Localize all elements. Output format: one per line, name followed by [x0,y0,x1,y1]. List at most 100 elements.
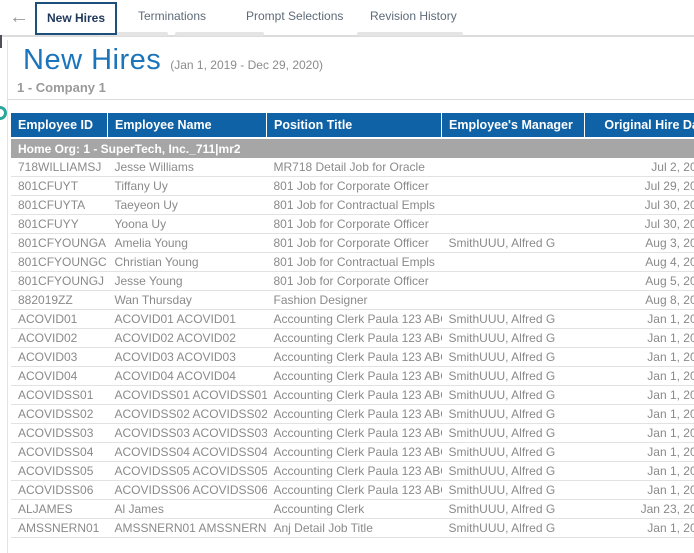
company-label: 1 - Company 1 [17,80,106,95]
tab-terminations[interactable]: Terminations [138,9,207,23]
table-cell: ACOVIDSS03 ACOVIDSS03 [107,423,267,443]
table-cell [441,271,585,291]
table-cell: Accounting Clerk [266,499,442,519]
tab-underline [175,32,264,36]
table-row: ALJAMES Al James Accounting Clerk SmithUUU,… [11,499,694,519]
table-cell: SmithUUU, Alfred G [441,518,585,538]
table-cell: Jan 1, 2019 [584,366,694,386]
table-row: ACOVID01 ACOVID01 ACOVID01 Accounting Cler… [11,309,694,329]
table-cell: Jan 1, 2019 [584,385,694,405]
table-cell: 801 Job for Corporate Officer [266,214,442,234]
table-row: 882019ZZ Wan Thursday Fashion Designer Aug … [11,290,694,310]
table-cell: Jul 29, 2020 [584,176,694,196]
table-cell: SmithUUU, Alfred G [441,233,585,253]
new-hires-table: Employee ID Employee Name Position Title Em… [11,113,694,538]
table-cell: SmithUUU, Alfred G [441,328,585,348]
table-cell: Al James [107,499,267,519]
table-cell: ACOVIDSS02 ACOVIDSS02 [107,404,267,424]
table-row: ACOVID03 ACOVID03 ACOVID03 Accounting Cler… [11,347,694,367]
table-cell: ACOVID04 [11,366,108,386]
table-cell: ALJAMES [11,499,108,519]
table-cell: SmithUUU, Alfred G [441,442,585,462]
table-cell: 801 Job for Corporate Officer [266,176,442,196]
table-cell: 882019ZZ [11,290,108,310]
tab-prompt-selections[interactable]: Prompt Selections [246,9,344,23]
table-cell: SmithUUU, Alfred G [441,309,585,329]
table-cell: Jan 1, 2019 [584,518,694,538]
table-cell [441,158,585,177]
table-row: ACOVIDSS06 ACOVIDSS06 ACOVIDSS06 Accountin… [11,480,694,500]
table-cell: Accounting Clerk Paula 123 ABC [266,442,442,462]
table-cell: ACOVIDSS01 [11,385,108,405]
tab-revision-history[interactable]: Revision History [370,9,457,23]
table-cell: AMSSNERN01 AMSSNERN01 [107,518,267,538]
table-cell: MR718 Detail Job for Oracle [266,158,442,177]
table-cell [441,290,585,310]
table-cell: SmithUUU, Alfred G [441,461,585,481]
table-cell: Jan 23, 2020 [584,499,694,519]
header-divider [7,99,694,100]
table-cell: Taeyeon Uy [107,195,267,215]
table-cell: 801CFUYY [11,214,108,234]
column-header-employee-s-manager[interactable]: Employee's Manager [441,113,585,138]
table-cell [441,176,585,196]
table-cell: Jul 2, 2020 [584,158,694,177]
table-cell: Jan 1, 2019 [584,404,694,424]
table-cell: ACOVIDSS04 ACOVIDSS04 [107,442,267,462]
table-cell: Aug 3, 2020 [584,233,694,253]
page-title: New Hires [23,44,162,76]
group-header-row: Home Org: 1 - SuperTech, Inc._711|mr2 [11,137,694,158]
table-cell: Jul 30, 2020 [584,214,694,234]
table-row: ACOVIDSS02 ACOVIDSS02 ACOVIDSS02 Accountin… [11,404,694,424]
column-header-original-hire-date[interactable]: Original Hire Date [584,113,694,138]
table-cell: ACOVIDSS02 [11,404,108,424]
table-cell: Tiffany Uy [107,176,267,196]
table-row: ACOVIDSS05 ACOVIDSS05 ACOVIDSS05 Accountin… [11,461,694,481]
table-cell: 801CFYOUNGJ [11,271,108,291]
column-header-employee-name[interactable]: Employee Name [107,113,267,138]
table-cell: ACOVIDSS06 ACOVIDSS06 [107,480,267,500]
table-cell: Accounting Clerk Paula 123 ABC [266,423,442,443]
table-cell: Wan Thursday [107,290,267,310]
table-cell: Jan 1, 2019 [584,309,694,329]
group-header-label: Home Org: 1 - SuperTech, Inc._711|mr2 [11,137,694,158]
table-cell: ACOVID02 [11,328,108,348]
table-cell: Accounting Clerk Paula 123 ABC [266,480,442,500]
report-date-range: (Jan 1, 2019 - Dec 29, 2020) [170,58,324,72]
table-row: 801CFYOUNGC Christian Young 801 Job for Co… [11,252,694,272]
tab-bar-divider [0,35,694,37]
side-handle-icon[interactable] [0,106,7,120]
table-row: 801CFUYT Tiffany Uy 801 Job for Corporate … [11,176,694,196]
column-header-employee-id[interactable]: Employee ID [11,113,108,138]
table-cell: SmithUUU, Alfred G [441,366,585,386]
table-cell: ACOVIDSS05 [11,461,108,481]
table-row: ACOVIDSS04 ACOVIDSS04 ACOVIDSS04 Accountin… [11,442,694,462]
table-cell: SmithUUU, Alfred G [441,423,585,443]
window-edge-line [7,40,8,553]
table-row: 801CFYOUNGA Amelia Young 801 Job for Corpo… [11,233,694,253]
back-arrow-icon[interactable]: ← [9,6,29,28]
table-row: 801CFUYTA Taeyeon Uy 801 Job for Contractu… [11,195,694,215]
tab-new-hires[interactable]: New Hires [35,2,117,35]
table-cell: 801 Job for Contractual Empls [266,195,442,215]
tab-underline [357,32,463,36]
table-cell: Jesse Williams [107,158,267,177]
table-cell: Accounting Clerk Paula 123 ABC [266,461,442,481]
table-cell: ACOVIDSS06 [11,480,108,500]
table-cell: ACOVID01 ACOVID01 [107,309,267,329]
table-row: 718WILLIAMSJ Jesse Williams MR718 Detail J… [11,158,694,177]
table-row: ACOVID04 ACOVID04 ACOVID04 Accounting Cler… [11,366,694,386]
table-cell: Christian Young [107,252,267,272]
table-cell: ACOVID02 ACOVID02 [107,328,267,348]
table-cell: ACOVID01 [11,309,108,329]
table-cell [441,214,585,234]
table-row: ACOVIDSS03 ACOVIDSS03 ACOVIDSS03 Accountin… [11,423,694,443]
table-cell: 718WILLIAMSJ [11,158,108,177]
table-cell: Accounting Clerk Paula 123 ABC [266,347,442,367]
table-cell: Aug 8, 2019 [584,290,694,310]
table-cell: Jan 1, 2019 [584,328,694,348]
table-cell: Jan 1, 2019 [584,423,694,443]
table-cell [441,195,585,215]
column-header-position-title[interactable]: Position Title [266,113,442,138]
